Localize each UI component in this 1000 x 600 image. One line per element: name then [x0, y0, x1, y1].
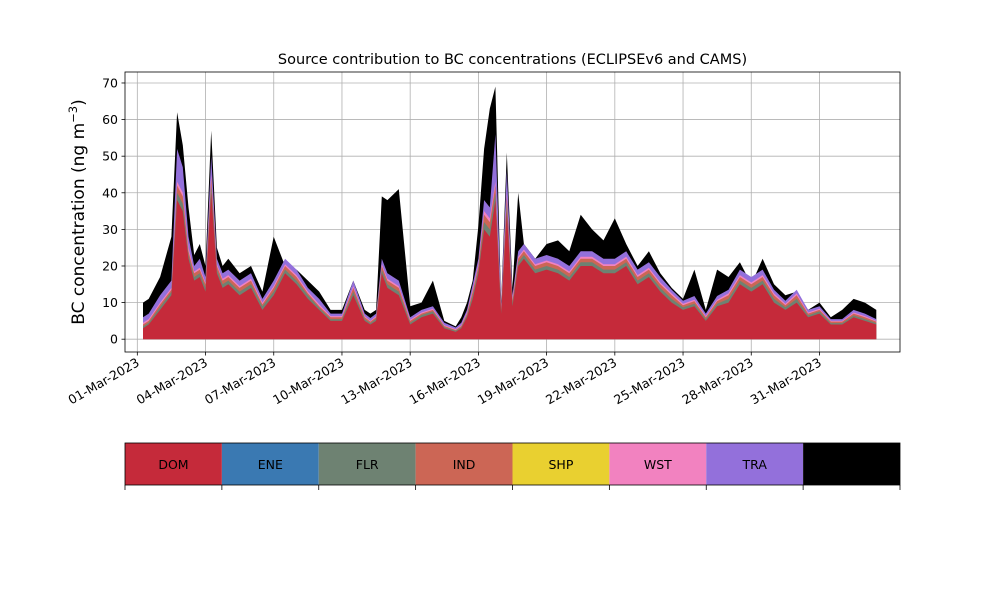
y-tick-label: 70: [102, 75, 118, 90]
y-axis-label-superscript: −3: [66, 106, 80, 123]
x-tick-label: 31-Mar-2023: [748, 355, 824, 408]
legend-swatch-dom: [125, 443, 222, 485]
legend-label-tra: TRA: [742, 457, 768, 472]
area-bb: [143, 86, 877, 340]
x-tick-label: 16-Mar-2023: [407, 355, 483, 408]
y-axis-label: BC concentration (ng m−3): [66, 99, 89, 325]
legend-frame: [124, 442, 901, 486]
y-axis-label-text: BC concentration (ng m: [69, 123, 89, 325]
area-tra: [143, 134, 877, 340]
x-tick-label: 01-Mar-2023: [65, 355, 141, 408]
stacked-areas: [143, 86, 877, 340]
y-axis-label-close: ): [69, 99, 89, 106]
legend-swatch-flr: [318, 443, 416, 485]
x-tick-label: 28-Mar-2023: [679, 355, 755, 408]
x-tick-label: 04-Mar-2023: [134, 355, 210, 408]
legend-swatch-tra: [706, 443, 804, 485]
legend: DOM ENE FLR IND SHP WST TRA BB: [124, 442, 901, 490]
y-tick-label: 0: [110, 332, 118, 347]
legend-label-ind: IND: [453, 457, 476, 472]
x-tick-label: 22-Mar-2023: [543, 355, 619, 408]
plot-frame: [124, 71, 901, 353]
legend-label-wst: WST: [644, 457, 672, 472]
x-axis-ticks: 01-Mar-202304-Mar-202307-Mar-202310-Mar-…: [65, 352, 824, 407]
legend-swatch-shp: [512, 443, 610, 485]
area-dom: [143, 192, 877, 340]
legend-swatch-ene: [221, 443, 319, 485]
legend-label-ene: ENE: [258, 457, 283, 472]
x-tick-label: 19-Mar-2023: [475, 355, 551, 408]
legend-label-shp: SHP: [549, 457, 574, 472]
y-tick-label: 20: [102, 258, 118, 273]
x-tick-label: 13-Mar-2023: [338, 355, 414, 408]
x-tick-label: 07-Mar-2023: [202, 355, 278, 408]
x-tick-label: 25-Mar-2023: [611, 355, 687, 408]
y-tick-label: 10: [102, 295, 118, 310]
y-tick-label: 30: [102, 222, 118, 237]
y-tick-label: 40: [102, 185, 118, 200]
y-tick-label: 60: [102, 112, 118, 127]
x-tick-label: 10-Mar-2023: [270, 355, 346, 408]
y-axis-ticks: 0 10 20 30 40 50 60 70: [102, 75, 125, 347]
legend-label-bb: BB: [843, 457, 860, 472]
legend-label-dom: DOM: [158, 457, 188, 472]
chart-title: Source contribution to BC concentrations…: [278, 52, 747, 68]
legend-swatch-bb: [803, 443, 900, 485]
y-tick-label: 50: [102, 149, 118, 164]
legend-swatch-ind: [415, 443, 513, 485]
legend-swatch-wst: [609, 443, 707, 485]
legend-label-flr: FLR: [356, 457, 379, 472]
